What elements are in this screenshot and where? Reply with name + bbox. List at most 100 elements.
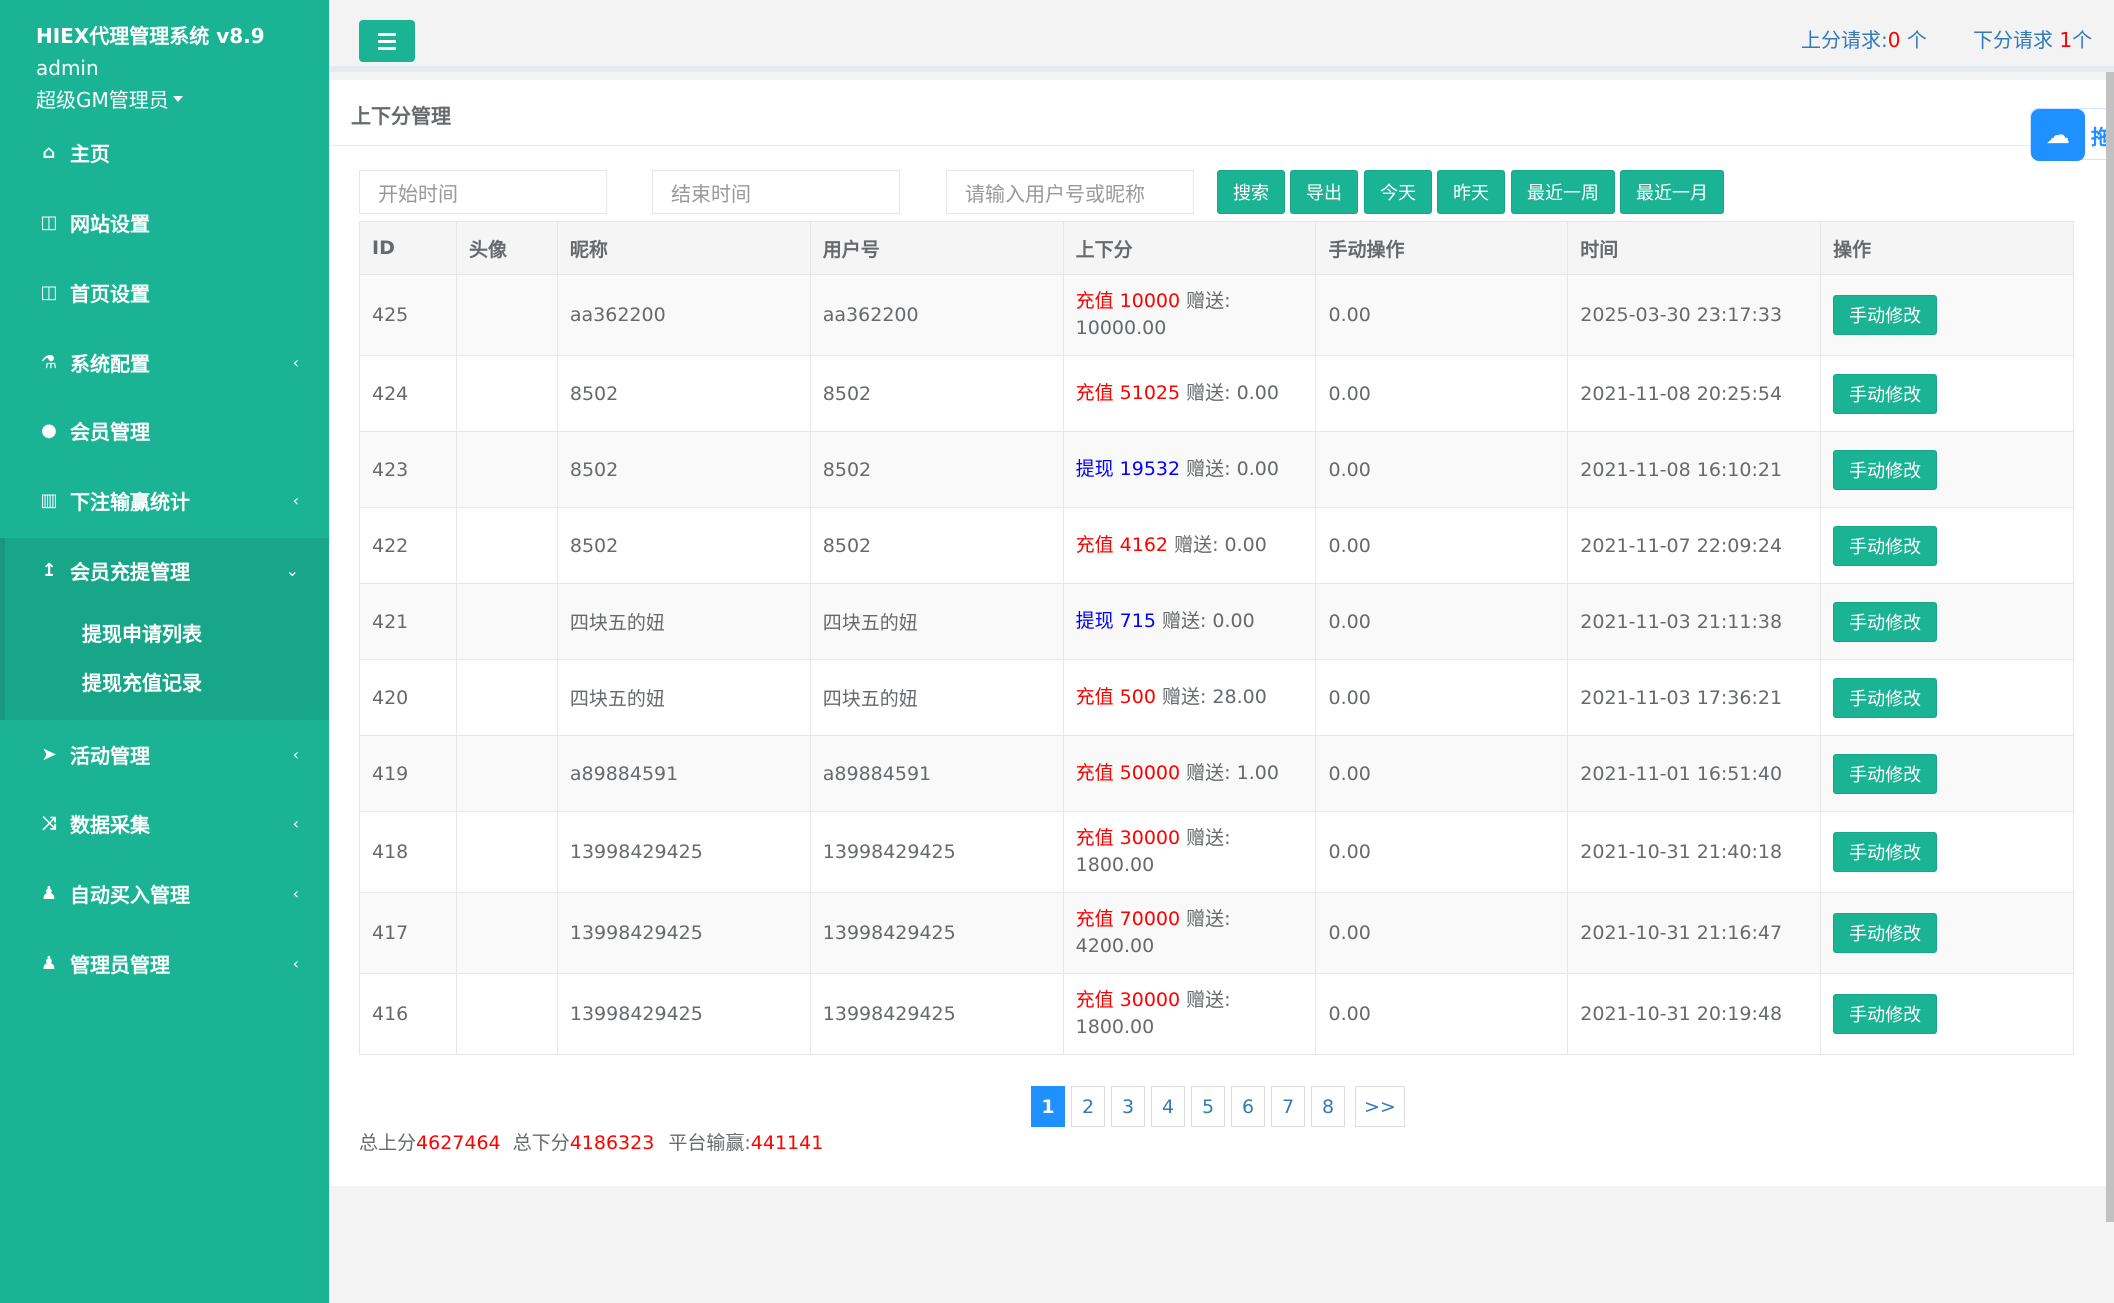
user-role-dropdown[interactable]: 超级GM管理员 bbox=[36, 84, 183, 113]
page-scrollbar[interactable] bbox=[2106, 72, 2114, 1222]
table-row: 419 a89884591 a89884591 充值 50000 赠送: 1.00 0.0… bbox=[359, 735, 2074, 812]
sidebar-item-1[interactable]: ◫ 网站设置 bbox=[0, 192, 329, 252]
cell-user-id: a89884591 bbox=[809, 735, 1064, 812]
page-3-button[interactable]: 3 bbox=[1111, 1086, 1145, 1127]
manual-edit-button[interactable]: 手动修改 bbox=[1833, 601, 1938, 642]
manual-edit-button[interactable]: 手动修改 bbox=[1833, 295, 1938, 335]
bar-chart-icon: ▥ bbox=[40, 489, 58, 511]
menu-toggle-button[interactable] bbox=[359, 20, 415, 62]
records-table: ID 头像 昵称 用户号 上下分 手动操作 时间 操作 425 aa362200 aa362200… bbox=[359, 221, 2074, 1055]
cell-amount: 充值 500 赠送: 28.00 bbox=[1062, 659, 1317, 736]
yesterday-button[interactable]: 昨天 bbox=[1437, 170, 1505, 214]
user-name: admin bbox=[36, 56, 99, 80]
up-request-link[interactable]: 上分请求:0 个 bbox=[1801, 28, 1927, 52]
page-1-button[interactable]: 1 bbox=[1031, 1086, 1065, 1127]
panel-header: 上下分管理 bbox=[329, 80, 2114, 146]
manual-edit-button[interactable]: 手动修改 bbox=[1833, 449, 1938, 490]
cell-amount: 充值 70000 赠送: 4200.00 bbox=[1062, 892, 1317, 974]
sidebar-item-7[interactable]: ➤ 活动管理 ‹ bbox=[0, 724, 329, 784]
page-6-button[interactable]: 6 bbox=[1231, 1086, 1265, 1127]
cell-id: 419 bbox=[359, 735, 457, 812]
cell-user-id: 四块五的妞 bbox=[809, 583, 1064, 660]
manual-edit-button[interactable]: 手动修改 bbox=[1833, 677, 1938, 718]
cell-amount: 充值 4162 赠送: 0.00 bbox=[1062, 507, 1317, 584]
cell-op: 手动修改 bbox=[1820, 274, 2074, 356]
today-button[interactable]: 今天 bbox=[1364, 170, 1432, 214]
sidebar-item-4[interactable]: ● 会员管理 bbox=[0, 400, 329, 460]
end-time-input[interactable]: 结束时间 bbox=[652, 170, 900, 214]
sidebar-item-2[interactable]: ◫ 首页设置 bbox=[0, 262, 329, 322]
float-drag-tool[interactable]: ☁ 拖 bbox=[2030, 108, 2114, 161]
column-header: 用户号 bbox=[809, 221, 1064, 275]
page-5-button[interactable]: 5 bbox=[1191, 1086, 1225, 1127]
cell-time: 2025-03-30 23:17:33 bbox=[1567, 274, 1822, 356]
user-search-input[interactable]: 请输入用户号或昵称 bbox=[946, 170, 1194, 214]
cell-avatar bbox=[455, 274, 558, 356]
brand-title: HIEX代理管理系统 v8.9 bbox=[36, 24, 265, 48]
next-page-button[interactable]: >> bbox=[1355, 1086, 1405, 1127]
cell-amount: 充值 51025 赠送: 0.00 bbox=[1062, 355, 1317, 432]
baidu-cloud-icon: ☁ bbox=[2031, 109, 2085, 161]
columns-icon: ◫ bbox=[40, 281, 58, 303]
cell-avatar bbox=[455, 892, 558, 974]
page-7-button[interactable]: 7 bbox=[1271, 1086, 1305, 1127]
cell-nickname: aa362200 bbox=[556, 274, 811, 356]
cell-op: 手动修改 bbox=[1820, 892, 2074, 974]
manual-edit-button[interactable]: 手动修改 bbox=[1833, 753, 1938, 794]
table-row: 417 13998429425 13998429425 充值 70000 赠送: 420… bbox=[359, 892, 2074, 974]
last-week-button[interactable]: 最近一周 bbox=[1511, 170, 1615, 214]
sidebar-item-label: 活动管理 bbox=[70, 743, 150, 768]
cell-avatar bbox=[455, 659, 558, 736]
cell-id: 420 bbox=[359, 659, 457, 736]
sidebar-item-label: 主页 bbox=[70, 141, 110, 166]
last-month-button[interactable]: 最近一月 bbox=[1620, 170, 1724, 214]
cell-time: 2021-11-03 17:36:21 bbox=[1567, 659, 1822, 736]
sidebar-item-label: 会员充提管理 bbox=[70, 559, 190, 584]
manual-edit-button[interactable]: 手动修改 bbox=[1833, 913, 1938, 953]
total-up-value: 4627464 bbox=[416, 1132, 501, 1154]
search-button[interactable]: 搜索 bbox=[1217, 170, 1285, 214]
sidebar-item-9[interactable]: ♟ 自动买入管理 ‹ bbox=[0, 863, 329, 923]
page-4-button[interactable]: 4 bbox=[1151, 1086, 1185, 1127]
sidebar-item-0[interactable]: ⌂ 主页 bbox=[0, 122, 329, 182]
cell-user-id: 8502 bbox=[809, 355, 1064, 432]
page-2-button[interactable]: 2 bbox=[1071, 1086, 1105, 1127]
cell-nickname: 8502 bbox=[556, 355, 811, 432]
table-row: 421 四块五的妞 四块五的妞 提现 715 赠送: 0.00 0.00 2021-11-0… bbox=[359, 583, 2074, 660]
down-request-link[interactable]: 下分请求 1个 bbox=[1973, 28, 2093, 52]
cell-amount: 充值 10000 赠送: 10000.00 bbox=[1062, 274, 1317, 356]
cell-amount: 提现 19532 赠送: 0.00 bbox=[1062, 431, 1317, 508]
page-8-button[interactable]: 8 bbox=[1311, 1086, 1345, 1127]
sub-item-recharge-records[interactable]: 提现充值记录 bbox=[82, 671, 202, 695]
table-header-row: ID 头像 昵称 用户号 上下分 手动操作 时间 操作 bbox=[359, 221, 2074, 275]
chevron-down-icon: ⌄ bbox=[285, 560, 299, 580]
totals-summary: 总上分4627464 总下分4186323 平台输赢:441141 bbox=[359, 1132, 824, 1154]
sidebar-item-label: 网站设置 bbox=[70, 211, 150, 236]
export-button[interactable]: 导出 bbox=[1290, 170, 1358, 214]
manual-edit-button[interactable]: 手动修改 bbox=[1833, 994, 1938, 1034]
cell-manual: 0.00 bbox=[1315, 355, 1569, 432]
shuffle-icon: ⤨ bbox=[41, 812, 57, 834]
sub-item-withdraw-requests[interactable]: 提现申请列表 bbox=[82, 622, 202, 646]
chevron-left-icon: ‹ bbox=[292, 953, 299, 973]
cell-nickname: 13998429425 bbox=[556, 811, 811, 893]
sidebar-item-label: 系统配置 bbox=[70, 351, 150, 376]
cell-manual: 0.00 bbox=[1315, 583, 1569, 660]
manual-edit-button[interactable]: 手动修改 bbox=[1833, 832, 1938, 872]
cell-nickname: 8502 bbox=[556, 507, 811, 584]
manual-edit-button[interactable]: 手动修改 bbox=[1833, 525, 1938, 566]
sidebar-item-8[interactable]: ⤨ 数据采集 ‹ bbox=[0, 793, 329, 853]
start-time-input[interactable]: 开始时间 bbox=[359, 170, 607, 214]
cell-manual: 0.00 bbox=[1315, 973, 1569, 1055]
sidebar-item-6[interactable]: ↥ 会员充提管理 ⌄ bbox=[0, 540, 329, 600]
cell-time: 2021-10-31 21:16:47 bbox=[1567, 892, 1822, 974]
sidebar-item-10[interactable]: ♟ 管理员管理 ‹ bbox=[0, 933, 329, 993]
manual-edit-button[interactable]: 手动修改 bbox=[1833, 373, 1938, 414]
sidebar-item-5[interactable]: ▥ 下注输赢统计 ‹ bbox=[0, 470, 329, 530]
cell-user-id: 13998429425 bbox=[809, 973, 1064, 1055]
sidebar-item-label: 管理员管理 bbox=[70, 952, 170, 977]
cell-nickname: 四块五的妞 bbox=[556, 583, 811, 660]
sidebar-item-3[interactable]: ⚗ 系统配置 ‹ bbox=[0, 332, 329, 392]
table-row: 424 8502 8502 充值 51025 赠送: 0.00 0.00 2021-11-0… bbox=[359, 355, 2074, 432]
cell-user-id: aa362200 bbox=[809, 274, 1064, 356]
